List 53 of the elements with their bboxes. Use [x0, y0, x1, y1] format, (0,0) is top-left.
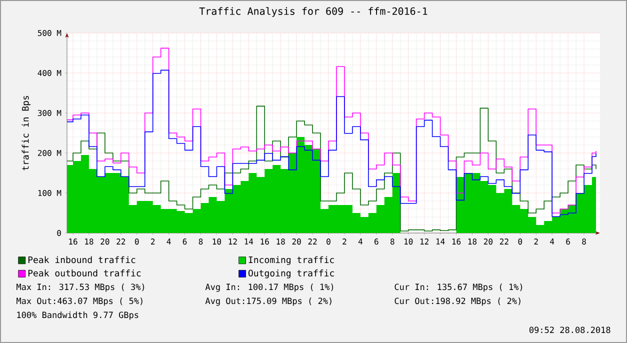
- x-tick-label: 4: [550, 238, 554, 244]
- x-tick-label: 18: [468, 238, 477, 245]
- x-tick-label: 4: [166, 238, 171, 244]
- x-tick-label: 22: [116, 238, 126, 244]
- x-tick-label: 20: [484, 238, 493, 245]
- y-tick-label: 100 M: [38, 190, 62, 196]
- text: Max Out:463.07 MBps ( 5%): [16, 298, 142, 306]
- x-tick-label: 20: [100, 238, 110, 245]
- y-tick-label: 300 M: [38, 110, 62, 116]
- legend-label: Peak outbound traffic: [28, 270, 141, 276]
- text: Avg In: 100.17 MBps ( 1%): [205, 284, 334, 292]
- x-tick-label: 0: [326, 238, 330, 245]
- y-tick-label: 200 M: [38, 150, 62, 156]
- x-tick-label: 8: [198, 238, 203, 245]
- y-tick-label: 0: [57, 230, 61, 236]
- x-tick-label: 18: [85, 238, 94, 245]
- y-tick-label: 400 M: [38, 70, 62, 76]
- x-tick-label: 6: [566, 238, 570, 245]
- x-tick-label: 14: [436, 238, 445, 244]
- text: 100% Bandwidth 9.77 GBps: [17, 312, 138, 320]
- x-tick-label: 16: [260, 238, 269, 245]
- y-axis-title: traffic in Bps: [22, 96, 31, 170]
- x-tick-label: 14: [244, 238, 254, 244]
- legend-label: Peak inbound traffic: [28, 256, 136, 264]
- legend-label: Incoming traffic: [248, 256, 334, 265]
- x-tick-label: 10: [212, 238, 222, 245]
- x-tick-label: 10: [404, 238, 413, 245]
- x-tick-label: 0: [518, 238, 522, 245]
- x-tick-label: 12: [228, 238, 237, 244]
- y-tick-label: 500 M: [38, 30, 62, 36]
- x-tick-label: 22: [500, 238, 508, 244]
- text: Cur In: 135.67 MBps ( 1%): [394, 284, 522, 292]
- x-tick-label: 2: [151, 238, 155, 244]
- x-tick-label: 0: [134, 238, 139, 245]
- text: 09:52 28.08.2018: [529, 326, 610, 334]
- x-tick-label: 6: [182, 238, 187, 245]
- x-tick-label: 4: [358, 238, 362, 244]
- legend-label: Outgoing traffic: [248, 270, 334, 278]
- x-tick-label: 16: [69, 238, 78, 245]
- x-tick-label: 2: [534, 238, 538, 244]
- x-tick-label: 12: [420, 238, 428, 244]
- x-tick-label: 18: [276, 238, 285, 245]
- x-tick-label: 16: [452, 238, 461, 245]
- x-tick-label: 6: [374, 238, 378, 245]
- x-tick-label: 2: [342, 238, 346, 244]
- text: Cur Out:198.92 MBps ( 2%): [394, 298, 520, 306]
- x-tick-label: 22: [308, 238, 317, 244]
- x-tick-label: 20: [292, 238, 301, 245]
- x-tick-label: 8: [582, 238, 586, 245]
- x-tick-label: 8: [390, 238, 394, 245]
- text: Avg Out:175.09 MBps ( 2%): [205, 298, 332, 306]
- text: Max In: 317.53 MBps ( 3%): [16, 284, 144, 292]
- chart-title: Traffic Analysis for 609 -- ffm-2016-1: [199, 7, 428, 17]
